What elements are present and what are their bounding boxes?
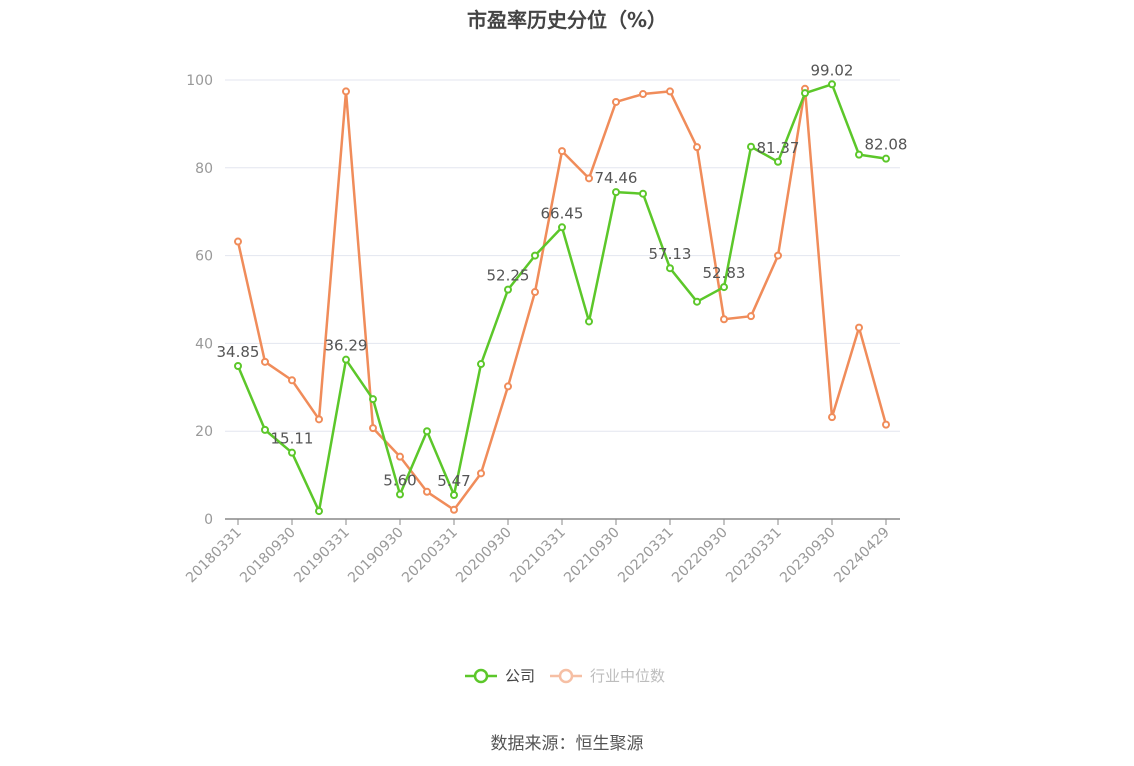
data-point [720,283,728,292]
data-point [450,505,458,514]
y-tick-label: 80 [195,161,213,177]
data-point [801,89,809,98]
x-tick-label: 20220331 [615,525,677,587]
x-tick-label: 20200331 [399,525,461,587]
data-point [531,288,539,297]
data-point [234,362,242,371]
data-point [693,143,701,152]
x-tick-label: 20210930 [561,525,623,587]
data-point [612,97,620,106]
data-label: 52.83 [703,264,746,282]
data-point [585,174,593,183]
data-point [369,424,377,433]
data-point [612,188,620,197]
legend-item-0[interactable]: 公司 [465,667,535,685]
data-label: 5.60 [383,471,416,489]
data-point [828,80,836,89]
data-point [747,142,755,151]
legend-label: 行业中位数 [590,667,665,685]
data-point [261,357,269,366]
y-tick-label: 60 [195,249,213,265]
x-tick-label: 20240429 [831,525,893,587]
data-point [558,147,566,156]
grid-lines [225,79,900,432]
y-tick-label: 100 [186,73,213,89]
x-tick-label: 20190930 [345,525,407,587]
x-tick-label: 20210331 [507,525,569,587]
x-tick-label: 20190331 [291,525,353,587]
data-point [828,413,836,422]
x-tick-label: 20230930 [777,525,839,587]
data-point [288,376,296,385]
data-source: 数据来源：恒生聚源 [490,734,644,754]
data-point [693,297,701,306]
data-point [450,490,458,499]
data-label: 15.11 [271,430,314,448]
x-tick-label: 20220930 [669,525,731,587]
x-tick-label: 20230331 [723,525,785,587]
data-label: 52.25 [487,267,530,285]
data-point [477,360,485,369]
data-point [261,425,269,434]
legend-swatch-marker [473,668,489,684]
y-tick-label: 0 [204,512,213,528]
data-label: 81.37 [757,139,800,157]
data-label: 66.45 [541,204,584,222]
x-tick-label: 20200930 [453,525,515,587]
data-point [396,490,404,499]
y-tick-label: 40 [195,336,213,352]
data-point [747,312,755,321]
data-point [477,469,485,478]
data-point [882,154,890,163]
data-point [531,251,539,260]
data-point [639,189,647,198]
chart-title: 市盈率历史分位（%） [466,8,668,32]
x-tick-label: 20180331 [183,525,245,587]
data-point [342,87,350,96]
data-point [504,382,512,391]
data-point [423,487,431,496]
data-label: 5.47 [437,472,470,490]
data-point [666,87,674,96]
data-point [396,452,404,461]
y-axis: 0 20 40 60 80 100 [186,73,213,528]
data-label: 57.13 [649,245,692,263]
y-tick-label: 20 [195,424,213,440]
legend-label: 公司 [505,667,535,685]
data-point [342,355,350,364]
legend-item-1[interactable]: 行业中位数 [550,667,665,685]
data-label: 36.29 [325,337,368,355]
x-tick-label: 20180930 [237,525,299,587]
data-label: 82.08 [865,136,908,154]
data-point [585,317,593,326]
data-point [369,395,377,404]
data-label: 34.85 [217,343,260,361]
x-axis: 2018033120180930201903312019093020200331… [183,518,900,587]
data-point [774,157,782,166]
legend-swatch-marker [558,668,574,684]
data-point [882,420,890,429]
data-point [774,251,782,260]
data-point [288,448,296,457]
data-point [720,315,728,324]
legend[interactable]: 公司 行业中位数 [465,667,665,685]
data-point [423,427,431,436]
data-point [234,237,242,246]
data-point [558,223,566,232]
data-point [666,264,674,273]
data-point [504,285,512,294]
data-point [639,90,647,99]
data-label: 99.02 [811,61,854,79]
data-labels: 34.85 15.11 36.29 5.60 5.47 52.25 66.45 74.46 57… [217,61,908,490]
data-point [315,415,323,424]
data-point [315,507,323,516]
data-point [855,150,863,159]
data-label: 74.46 [595,169,638,187]
data-point [855,323,863,332]
series-group [234,80,890,516]
